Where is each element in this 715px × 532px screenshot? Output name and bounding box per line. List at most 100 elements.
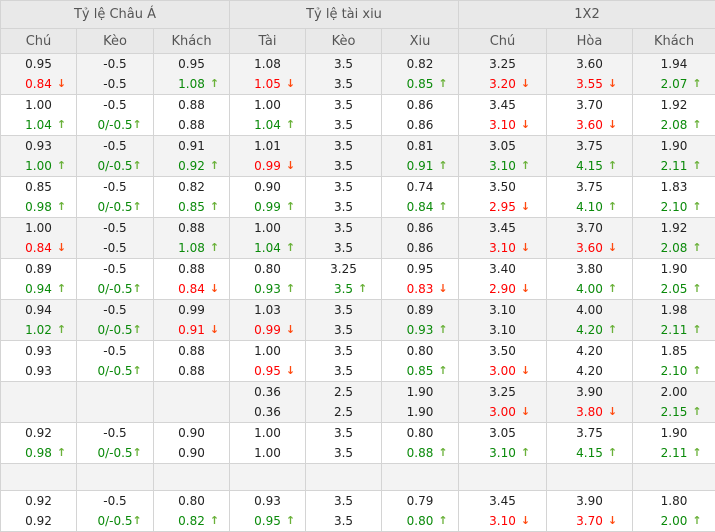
arrow-up-icon: ↑ bbox=[52, 279, 66, 299]
group-over-under: Tỷ lệ tài xiu bbox=[230, 1, 459, 29]
odds-value: 0.93↑ bbox=[407, 320, 434, 340]
odds-value: -0.5 bbox=[103, 423, 126, 443]
odds-text: 0/-0.5 bbox=[97, 200, 132, 214]
odds-cell: -0.5-0.5 bbox=[77, 218, 154, 259]
current-odds: 0.93 bbox=[1, 361, 76, 381]
opening-odds: 0.74 bbox=[382, 177, 458, 197]
odds-value: 1.08↑ bbox=[178, 74, 205, 94]
opening-odds: 3.5 bbox=[306, 136, 381, 156]
odds-value: 3.5 bbox=[334, 443, 353, 463]
opening-odds: 3.90 bbox=[547, 491, 632, 511]
odds-text: 2.95 bbox=[489, 200, 516, 214]
odds-value: 3.20↓ bbox=[489, 74, 516, 94]
odds-text: 3.5 bbox=[334, 98, 353, 112]
odds-value: 0.93 bbox=[25, 361, 52, 381]
opening-odds: 0.94 bbox=[1, 300, 76, 320]
current-odds: 3.10↓ bbox=[459, 511, 546, 531]
arrow-up-icon: ↑ bbox=[133, 320, 142, 340]
current-odds: 0.90 bbox=[154, 443, 229, 463]
current-odds: 2.10↑ bbox=[633, 197, 715, 217]
odds-text: 0.99 bbox=[254, 323, 281, 337]
arrow-up-icon: ↑ bbox=[205, 238, 219, 258]
current-odds: 3.10↑ bbox=[459, 443, 546, 463]
odds-value: 0.85↑ bbox=[407, 74, 434, 94]
odds-value: 3.75 bbox=[576, 177, 603, 197]
current-odds: 0.36 bbox=[230, 402, 305, 422]
opening-odds: 1.98 bbox=[633, 300, 715, 320]
odds-value: 1.04↑ bbox=[254, 115, 281, 135]
current-odds: 0.88 bbox=[154, 361, 229, 381]
odds-text: 1.00 bbox=[254, 98, 281, 112]
odds-text: 4.00 bbox=[576, 303, 603, 317]
arrow-up-icon: ↑ bbox=[516, 443, 530, 463]
current-odds: 0/-0.5↑ bbox=[77, 279, 153, 299]
odds-value: 3.5 bbox=[334, 197, 353, 217]
arrow-up-icon: ↑ bbox=[687, 115, 701, 135]
odds-text: 2.5 bbox=[334, 385, 353, 399]
current-odds: 0.95↓ bbox=[230, 361, 305, 381]
current-odds: 1.05↓ bbox=[230, 74, 305, 94]
current-odds: 1.08↑ bbox=[154, 238, 229, 258]
odds-value: 3.10↑ bbox=[489, 156, 516, 176]
odds-value: 0.88 bbox=[178, 361, 205, 381]
opening-odds: 1.83 bbox=[633, 177, 715, 197]
current-odds: 0.82↑ bbox=[154, 511, 229, 531]
odds-value: 2.11↑ bbox=[661, 320, 688, 340]
opening-odds: 0.95 bbox=[382, 259, 458, 279]
current-odds: -0.5 bbox=[77, 238, 153, 258]
current-odds: 1.04↑ bbox=[230, 115, 305, 135]
odds-value: 0.84↓ bbox=[178, 279, 205, 299]
arrow-up-icon: ↑ bbox=[687, 320, 701, 340]
odds-value: 0.82 bbox=[407, 54, 434, 74]
odds-value: 0.99↓ bbox=[254, 156, 281, 176]
odds-value: 4.20 bbox=[576, 341, 603, 361]
odds-text: 1.90 bbox=[407, 405, 434, 419]
odds-value: 0.82 bbox=[178, 177, 205, 197]
arrow-down-icon: ↓ bbox=[281, 156, 295, 176]
current-odds: 0.88↑ bbox=[382, 443, 458, 463]
odds-value: 4.00↑ bbox=[576, 279, 603, 299]
col-under: Xiu bbox=[382, 29, 459, 54]
odds-text: 3.10 bbox=[489, 118, 516, 132]
col-1x2-home: Chú bbox=[459, 29, 547, 54]
odds-value: 0.93 bbox=[254, 491, 281, 511]
odds-text: 3.25 bbox=[330, 262, 357, 276]
odds-value: 4.10↑ bbox=[576, 197, 603, 217]
current-odds: 0.83↓ bbox=[382, 279, 458, 299]
odds-text: -0.5 bbox=[103, 180, 126, 194]
odds-value: 3.00↓ bbox=[489, 402, 516, 422]
odds-value: -0.5 bbox=[103, 136, 126, 156]
arrow-down-icon: ↓ bbox=[516, 361, 530, 381]
current-odds: 2.07↑ bbox=[633, 74, 715, 94]
opening-odds: 0.92 bbox=[1, 423, 76, 443]
odds-text: 0.95 bbox=[25, 57, 52, 71]
current-odds: 0.91↑ bbox=[382, 156, 458, 176]
odds-text: 0.99 bbox=[254, 200, 281, 214]
current-odds: 0.99↓ bbox=[230, 320, 305, 340]
current-odds: 0.93↑ bbox=[382, 320, 458, 340]
odds-text: 2.07 bbox=[661, 77, 688, 91]
opening-odds: -0.5 bbox=[77, 259, 153, 279]
odds-cell bbox=[154, 382, 230, 423]
col-over: Tài bbox=[230, 29, 306, 54]
odds-value: 1.98 bbox=[661, 300, 688, 320]
opening-odds: 0.79 bbox=[382, 491, 458, 511]
odds-value: 2.08↑ bbox=[661, 115, 688, 135]
opening-odds: 0.85 bbox=[1, 177, 76, 197]
current-odds: 1.00↑ bbox=[1, 156, 76, 176]
odds-text: 3.5 bbox=[334, 282, 353, 296]
odds-value: 3.25 bbox=[330, 259, 357, 279]
arrow-down-icon: ↓ bbox=[516, 511, 530, 531]
odds-value: 1.90 bbox=[661, 136, 688, 156]
opening-odds: 3.40 bbox=[459, 259, 546, 279]
odds-text: 0.85 bbox=[25, 180, 52, 194]
odds-text: 3.25 bbox=[489, 57, 516, 71]
opening-odds: 1.00 bbox=[1, 95, 76, 115]
odds-text: 2.5 bbox=[334, 405, 353, 419]
opening-odds: -0.5 bbox=[77, 177, 153, 197]
